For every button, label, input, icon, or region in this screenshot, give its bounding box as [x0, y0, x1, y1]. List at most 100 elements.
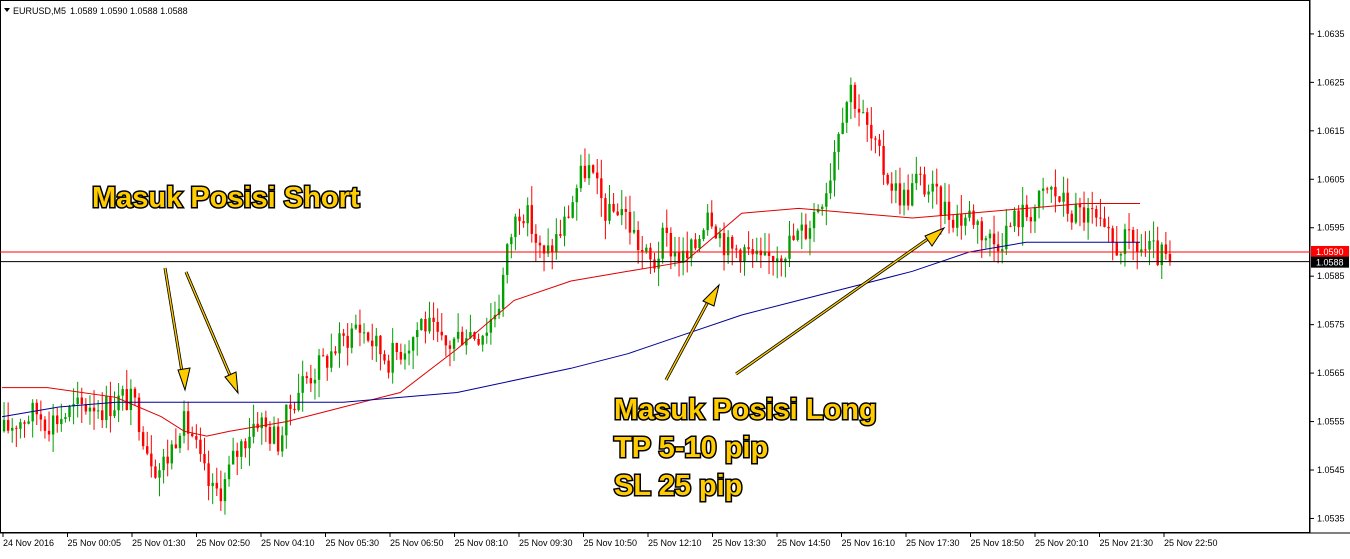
candle-body — [379, 335, 382, 355]
candle-body — [1136, 242, 1139, 253]
candle-body — [391, 342, 394, 373]
candle-body — [501, 274, 505, 309]
y-tick-label: 1.0575 — [1317, 320, 1345, 330]
candle-body — [665, 227, 668, 233]
y-tick-label: 1.0585 — [1317, 271, 1345, 281]
price-axis[interactable]: 1.0535 1.0545 1.0555 1.0565 1.0575 1.0585 1.05… — [1310, 29, 1345, 524]
candle-body — [15, 427, 18, 429]
candle-body — [1107, 226, 1110, 229]
candle-body — [182, 411, 186, 436]
ma-blue-line — [1, 241, 1140, 418]
candle-body — [927, 191, 930, 195]
x-tick-label: 25 Nov 20:10 — [1035, 538, 1089, 548]
candle-body — [522, 221, 525, 224]
short-entry-annotation: Masuk Posisi Short — [92, 182, 360, 214]
candle-body — [1050, 186, 1053, 190]
candle-body — [481, 335, 484, 345]
candle-body — [1005, 225, 1008, 250]
candle-body — [371, 340, 374, 347]
candle-body — [976, 221, 979, 225]
candle-body — [702, 230, 705, 239]
y-tick-label: 1.0605 — [1317, 174, 1345, 184]
candle-body — [583, 165, 587, 179]
candles-group — [2, 77, 1172, 515]
candle-body — [1078, 203, 1082, 208]
candle-body — [530, 205, 533, 234]
candle-body — [743, 247, 746, 262]
candle-body — [301, 376, 304, 393]
candle-body — [898, 183, 902, 206]
x-tick-label: 25 Nov 14:50 — [777, 538, 831, 548]
candle-body — [489, 319, 493, 333]
candle-body — [186, 411, 190, 434]
candle-body — [428, 317, 431, 332]
candle-body — [870, 124, 873, 139]
candle-body — [874, 138, 877, 140]
x-tick-label: 25 Nov 09:30 — [519, 538, 573, 548]
candle-body — [334, 351, 337, 354]
candle-body — [710, 212, 713, 227]
candle-body — [1111, 228, 1114, 243]
candle-body — [812, 212, 816, 229]
candle-body — [849, 84, 853, 103]
candle-body — [260, 417, 263, 429]
candle-body — [596, 172, 599, 179]
x-tick-label: 25 Nov 01:30 — [132, 538, 186, 548]
candle-body — [706, 212, 709, 231]
candle-body — [837, 133, 840, 152]
arrow-icon — [664, 283, 720, 381]
candle-body — [309, 378, 313, 384]
candle-body — [776, 258, 779, 262]
ohlc-label: 1.0589 1.0590 1.0588 1.0588 — [70, 6, 188, 16]
candle-body — [960, 214, 963, 226]
candle-body — [268, 426, 272, 444]
y-tick-label: 1.0595 — [1317, 223, 1345, 233]
candle-body — [714, 226, 718, 239]
candle-body — [395, 342, 398, 353]
candle-body — [1086, 208, 1090, 223]
candle-body — [645, 247, 648, 252]
candle-body — [125, 389, 128, 410]
candle-body — [878, 139, 881, 146]
long-entry-annotation: Masuk Posisi Long — [614, 394, 877, 426]
dropdown-triangle-icon[interactable] — [4, 8, 10, 12]
take-profit-annotation: TP 5-10 pip — [614, 432, 768, 464]
candle-body — [857, 108, 861, 113]
candle-body — [1037, 190, 1041, 208]
y-tick-label: 1.0535 — [1317, 513, 1345, 523]
candle-body — [51, 415, 55, 435]
candle-body — [951, 219, 955, 228]
candle-body — [227, 464, 231, 480]
candle-body — [162, 456, 165, 471]
candle-body — [195, 436, 198, 440]
candle-body — [575, 188, 578, 203]
candle-body — [399, 352, 403, 360]
candle-body — [289, 404, 292, 409]
candle-body — [411, 337, 415, 351]
candle-body — [551, 245, 554, 253]
candle-body — [1164, 244, 1168, 254]
candle-body — [105, 396, 108, 421]
x-tick-label: 25 Nov 08:10 — [455, 538, 509, 548]
candle-body — [1168, 253, 1172, 262]
candle-body — [694, 239, 697, 249]
time-axis[interactable]: 24 Nov 2016 25 Nov 00:05 25 Nov 01:30 25 No… — [2, 533, 1218, 548]
candle-body — [722, 233, 726, 256]
candle-body — [587, 165, 591, 179]
candle-body — [759, 250, 763, 256]
candle-body — [624, 209, 628, 212]
candle-body — [424, 319, 427, 332]
candle-body — [632, 229, 636, 233]
candle-body — [518, 216, 521, 222]
candle-body — [718, 233, 722, 239]
candle-body — [894, 183, 898, 191]
candle-body — [219, 488, 223, 502]
candle-body — [890, 183, 893, 191]
candle-body — [133, 388, 137, 398]
candle-body — [956, 214, 959, 228]
candle-body — [677, 251, 681, 263]
candle-body — [980, 221, 983, 241]
candle-body — [559, 234, 562, 236]
